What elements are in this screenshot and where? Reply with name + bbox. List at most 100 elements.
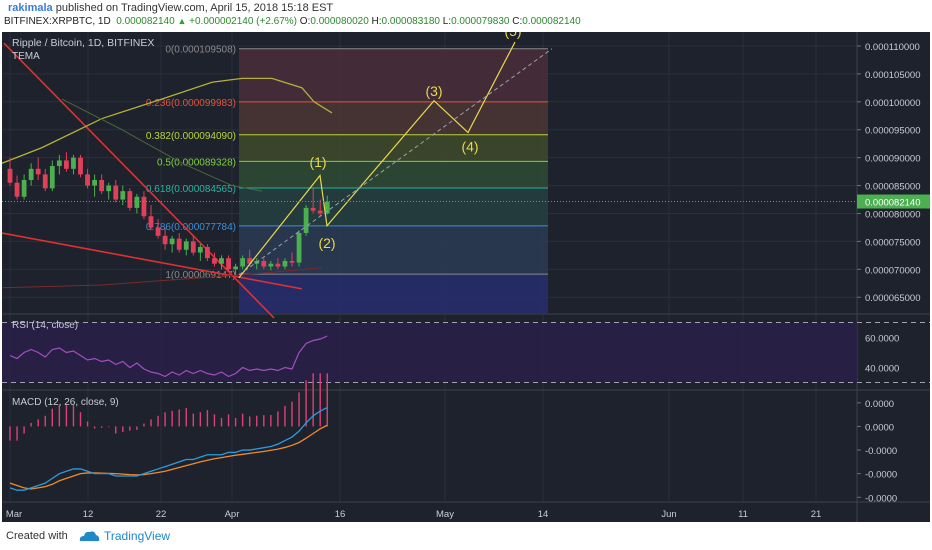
candle-body [134, 196, 140, 208]
close-value: 0.000082140 [522, 16, 581, 27]
price-axis-label: 0.000080000 [865, 209, 920, 220]
macd-label: MACD (12, 26, close, 9) [12, 397, 119, 408]
candle-body [56, 160, 62, 167]
candle-body [212, 258, 217, 264]
price-axis-label: 0.000105000 [865, 70, 920, 81]
time-axis-label: Mar [6, 509, 22, 520]
candle-body [226, 258, 231, 270]
tradingview-brand[interactable]: TradingView [104, 529, 171, 543]
time-axis-label: 12 [83, 509, 94, 520]
macd-axis-label: 0.0000 [865, 422, 894, 433]
time-axis-label: Jun [661, 509, 676, 520]
fib-band [239, 101, 548, 135]
candle-body [49, 166, 55, 189]
candle-body [324, 201, 330, 214]
time-axis-label: May [436, 509, 454, 520]
candle-body [28, 168, 34, 180]
low-value: 0.000079830 [451, 16, 510, 27]
candle-body [120, 191, 126, 200]
fib-band [239, 48, 548, 102]
created-with-text: Created with [6, 530, 68, 542]
open-label: O: [299, 16, 311, 27]
fib-level-label: 0(0.000109508) [165, 45, 236, 56]
tema-line [2, 77, 333, 164]
symbol-label: BITFINEX:XRPBTC, 1D [4, 16, 111, 27]
fib-band [239, 225, 548, 275]
fib-level-label: 0.5(0.000089328) [157, 157, 236, 168]
time-axis-label: 22 [156, 509, 167, 520]
candle-body [240, 258, 246, 267]
tema-label: TEMA [12, 51, 40, 62]
up-triangle-icon: ▲ [177, 16, 187, 26]
candle-body [205, 246, 210, 259]
rsi-line [9, 335, 328, 378]
candle-body [64, 160, 69, 169]
macd-axis-label: -0.0000 [865, 446, 897, 457]
candle-body [78, 157, 83, 175]
candle-body [183, 241, 189, 250]
dashed-trend-line [238, 48, 553, 276]
author-link[interactable]: rakimala [8, 2, 53, 14]
candle-body [127, 191, 133, 208]
price-change: +0.000002140 (+2.67%) [189, 16, 298, 27]
fib-band [239, 161, 548, 188]
candle-body [169, 238, 175, 245]
fib-band-extension [239, 274, 548, 314]
candle-body [268, 263, 274, 267]
candle-body [261, 260, 267, 267]
time-axis-label: 11 [738, 509, 748, 520]
candle-body [247, 258, 253, 264]
current-price-label: 0.000082140 [865, 198, 920, 209]
candle-body [21, 179, 27, 197]
rsi-axis-label: 40.0000 [865, 364, 899, 375]
elliott-wave-path [238, 41, 516, 279]
price-axis-label: 0.000090000 [865, 154, 920, 165]
candle-body [35, 168, 41, 175]
candle-body [233, 266, 238, 270]
chart-header: rakimala published on TradingView.com, A… [0, 0, 932, 30]
price-chart-svg[interactable]: 0(0.000109508) 0.236(0.000099983) 0.382(0.… [2, 32, 930, 522]
candle-body [99, 179, 105, 192]
candle-body [317, 210, 323, 214]
candle-body [190, 241, 196, 253]
long-ma-line [2, 267, 323, 289]
price-axis-label: 0.000065000 [865, 293, 920, 304]
macd-axis-label: -0.0000 [865, 493, 897, 504]
footer: Created with TradingView [0, 524, 932, 550]
rsi-axis-label: 60.0000 [865, 334, 899, 345]
time-axis-label: Apr [225, 509, 240, 520]
tradingview-cloud-icon [79, 531, 100, 541]
time-axis-label: 16 [335, 509, 346, 520]
candle-body [148, 216, 154, 228]
candle-body [92, 179, 97, 186]
chart-panel[interactable]: 0(0.000109508) 0.236(0.000099983) 0.382(0.… [2, 32, 930, 522]
fib-level-label: 1(0.000069147) [165, 270, 236, 281]
candle-body [113, 185, 119, 200]
macd-axis-label: 0.0000 [865, 399, 894, 410]
candle-body [85, 174, 90, 186]
candle-body [289, 260, 295, 263]
chart-title: Ripple / Bitcoin, 1D, BITFINEX [12, 37, 154, 49]
candle-body [282, 260, 288, 267]
time-axis-label: 21 [811, 509, 822, 520]
candle-body [162, 235, 168, 245]
candle-body [42, 174, 48, 189]
wave-label: (3) [425, 83, 442, 99]
candle-body [71, 157, 76, 169]
macd-signal-line [9, 424, 328, 490]
open-value: 0.000080020 [310, 16, 369, 27]
current-price-tag [857, 194, 930, 209]
fib-level-label: 0.786(0.000077784) [146, 222, 236, 233]
ma-line [61, 98, 263, 192]
candle-body [303, 207, 309, 234]
close-price: 0.000082140 [116, 16, 175, 27]
candle-body [106, 185, 112, 192]
fib-level-label: 0.618(0.000084565) [146, 184, 236, 195]
rsi-band [2, 322, 857, 383]
ohlc-line: BITFINEX:XRPBTC, 1D 0.000082140 ▲ +0.000… [4, 16, 581, 27]
candle-body [176, 238, 182, 250]
wave-label: (5) [504, 32, 521, 39]
candle-body [275, 263, 281, 267]
fib-level-label: 0.236(0.000099983) [146, 98, 236, 109]
high-value: 0.000083180 [381, 16, 440, 27]
